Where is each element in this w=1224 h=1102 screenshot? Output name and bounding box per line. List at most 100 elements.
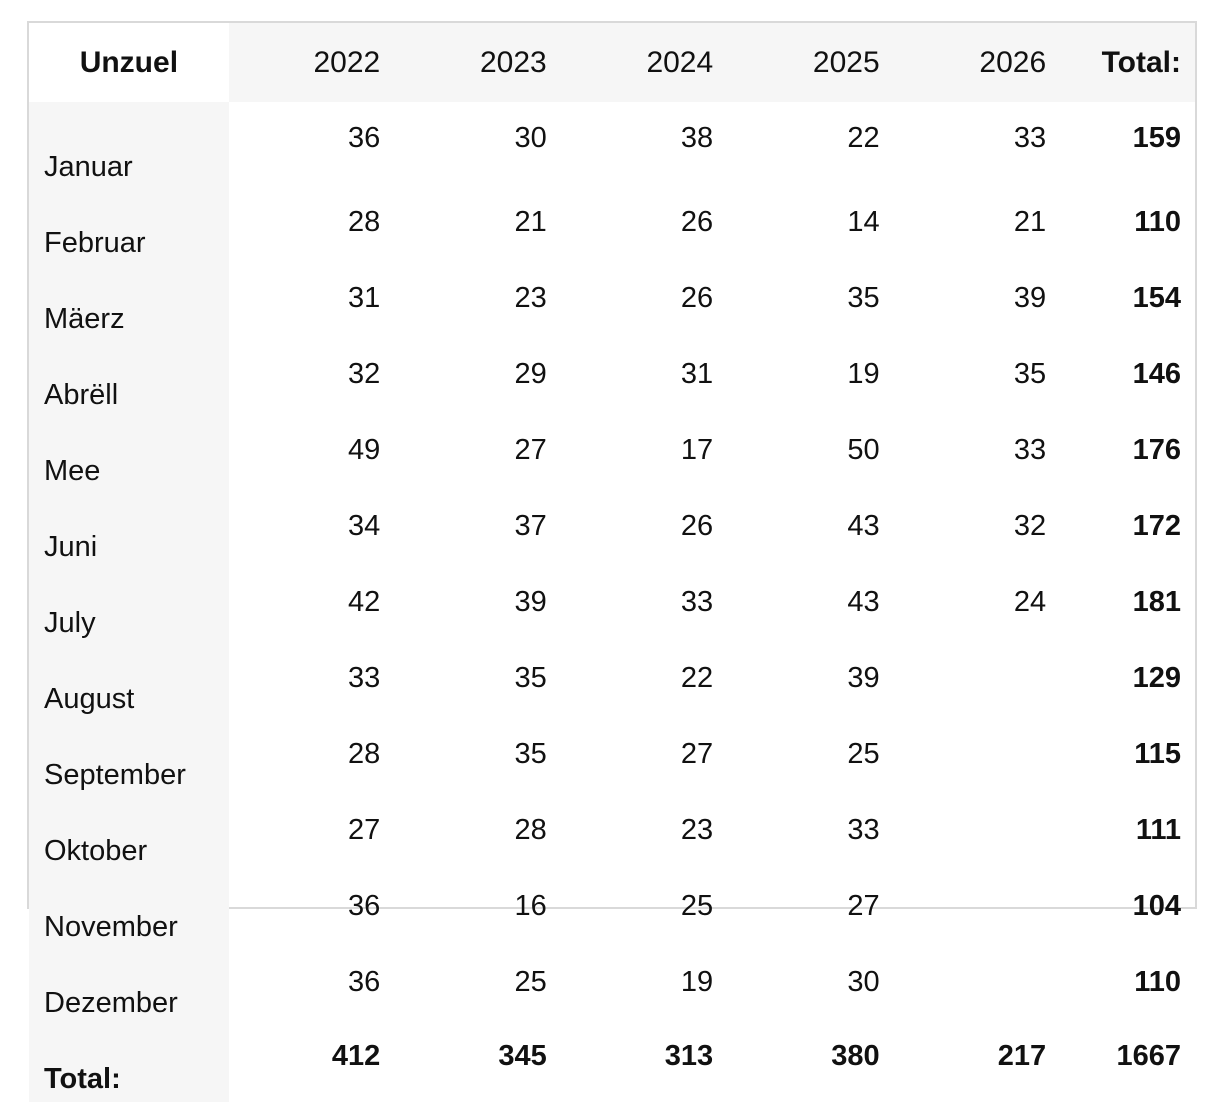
- value-cell: 33: [847, 814, 880, 846]
- value-cell: 39: [1013, 282, 1047, 314]
- header-total-cell: Total:: [1061, 23, 1195, 102]
- table-row: Abrëll 32 29 31 19 35 146: [29, 344, 1195, 420]
- value-cell: 35: [514, 738, 547, 770]
- value-cell: 39: [847, 662, 880, 694]
- row-total-cell: 181: [1132, 586, 1181, 618]
- row-total-cell: 110: [1134, 206, 1181, 238]
- month-label-cell: Dezember: [29, 952, 229, 1028]
- table-row: November 36 16 25 27 104: [29, 876, 1195, 952]
- footer-year-total-cell: 412: [331, 1040, 381, 1072]
- table-row: Dezember 36 25 19 30 110: [29, 952, 1195, 1028]
- value-cell: 49: [347, 434, 381, 466]
- value-cell: 34: [347, 510, 381, 542]
- value-cell: 26: [680, 510, 714, 542]
- value-cell: 32: [1013, 510, 1047, 542]
- footer-year-total-cell: 345: [498, 1040, 547, 1072]
- value-cell: 27: [347, 814, 381, 846]
- value-cell: 36: [347, 890, 381, 922]
- value-cell: 26: [680, 282, 714, 314]
- value-cell: 26: [680, 206, 714, 238]
- value-cell: 16: [514, 890, 547, 922]
- value-cell: 33: [680, 586, 714, 618]
- data-table-frame: Unzuel 2022 2023 2024 2025 2026 Total: J…: [27, 21, 1197, 1102]
- row-total-cell: 146: [1132, 358, 1181, 390]
- value-cell: [895, 724, 1061, 800]
- value-cell: 23: [680, 814, 714, 846]
- header-year-cell: 2022: [228, 23, 396, 102]
- footer-total-row: Total: 412 345 313 380 217 1667: [29, 1028, 1195, 1102]
- value-cell: 21: [1013, 206, 1047, 238]
- month-label-cell: Mee: [29, 420, 229, 496]
- table-row: July 42 39 33 43 24 181: [29, 572, 1195, 648]
- table-row: Juni 34 37 26 43 32 172: [29, 496, 1195, 572]
- value-cell: 23: [514, 282, 547, 314]
- header-year-cell: 2024: [561, 23, 729, 102]
- value-cell: [895, 648, 1061, 724]
- table-row: Februar 28 21 26 14 21 110: [29, 192, 1195, 268]
- month-label-cell: August: [29, 648, 229, 724]
- table-row: Januar 36 30 38 22 33 159: [29, 102, 1195, 192]
- row-total-cell: 104: [1132, 890, 1181, 922]
- footer-year-total-cell: 313: [664, 1040, 714, 1072]
- value-cell: 22: [680, 662, 714, 694]
- table-row: Oktober 27 28 23 33 111: [29, 800, 1195, 876]
- value-cell: 17: [680, 434, 714, 466]
- footer-grand-total-cell: 1667: [1116, 1040, 1181, 1072]
- value-cell: 42: [347, 586, 381, 618]
- value-cell: 19: [847, 358, 880, 390]
- value-cell: 25: [847, 738, 880, 770]
- value-cell: 37: [514, 510, 547, 542]
- value-cell: 50: [847, 434, 880, 466]
- month-label-cell: Abrëll: [29, 344, 229, 420]
- value-cell: [895, 800, 1061, 876]
- value-cell: 27: [680, 738, 714, 770]
- month-label-cell: Januar: [29, 102, 229, 192]
- value-cell: 35: [1013, 358, 1047, 390]
- value-cell: 31: [347, 282, 381, 314]
- value-cell: 27: [847, 890, 880, 922]
- value-cell: 32: [347, 358, 381, 390]
- header-year-cell: 2025: [728, 23, 895, 102]
- row-total-cell: 111: [1135, 814, 1181, 846]
- row-total-cell: 159: [1132, 122, 1181, 154]
- value-cell: 25: [514, 966, 547, 998]
- value-cell: 33: [347, 662, 381, 694]
- value-cell: 14: [847, 206, 880, 238]
- row-total-cell: 172: [1132, 510, 1181, 542]
- footer-label-cell: Total:: [29, 1028, 229, 1102]
- value-cell: 38: [680, 122, 714, 154]
- value-cell: 43: [847, 586, 880, 618]
- value-cell: 28: [347, 738, 381, 770]
- value-cell: 28: [514, 814, 547, 846]
- value-cell: 22: [847, 122, 880, 154]
- row-total-cell: 110: [1134, 966, 1181, 998]
- value-cell: 33: [1013, 434, 1047, 466]
- value-cell: 28: [347, 206, 381, 238]
- month-label-cell: Februar: [29, 192, 229, 268]
- month-label-cell: Mäerz: [29, 268, 229, 344]
- value-cell: 19: [680, 966, 714, 998]
- monthly-count-table: Unzuel 2022 2023 2024 2025 2026 Total: J…: [29, 23, 1195, 1102]
- value-cell: 25: [680, 890, 714, 922]
- month-label-cell: Juni: [29, 496, 229, 572]
- header-year-cell: 2023: [395, 23, 562, 102]
- header-year-cell: 2026: [894, 23, 1062, 102]
- month-label-cell: July: [29, 572, 229, 648]
- table-body: Januar 36 30 38 22 33 159 Februar 28 21 26 14 21 110 M…: [29, 102, 1195, 1028]
- table-row: September 28 35 27 25 115: [29, 724, 1195, 800]
- month-label-cell: November: [29, 876, 229, 952]
- month-label-cell: September: [29, 724, 229, 800]
- value-cell: 33: [1013, 122, 1047, 154]
- value-cell: 35: [514, 662, 547, 694]
- month-label-cell: Oktober: [29, 800, 229, 876]
- table-row: August 33 35 22 39 129: [29, 648, 1195, 724]
- value-cell: 29: [514, 358, 547, 390]
- footer-year-total-cell: 380: [831, 1040, 880, 1072]
- row-total-cell: 154: [1132, 282, 1181, 314]
- value-cell: 24: [1013, 586, 1047, 618]
- header-label-cell: Unzuel: [29, 23, 229, 102]
- table-row: Mäerz 31 23 26 35 39 154: [29, 268, 1195, 344]
- value-cell: [895, 952, 1061, 1028]
- value-cell: 31: [680, 358, 714, 390]
- value-cell: 21: [514, 206, 547, 238]
